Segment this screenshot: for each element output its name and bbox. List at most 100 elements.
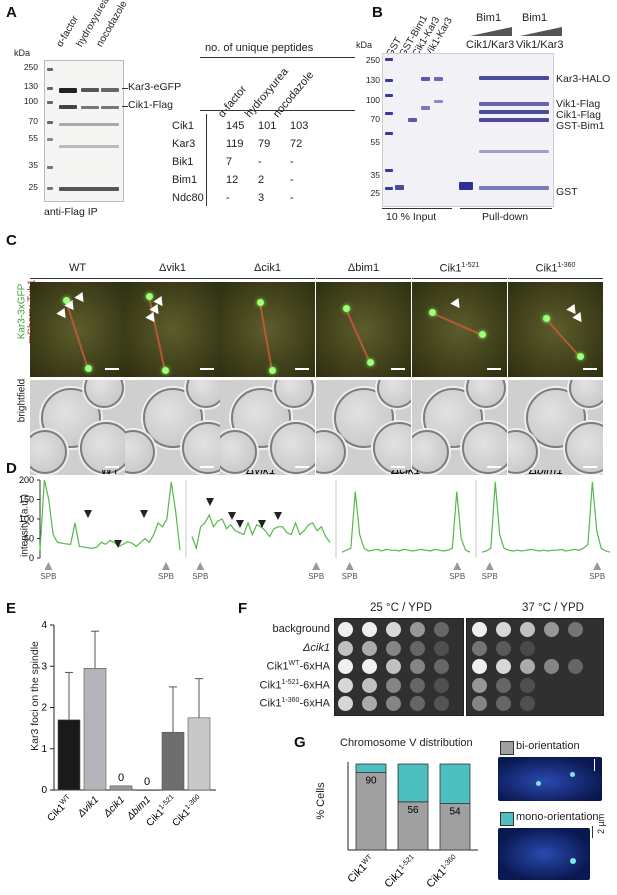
category-sup: 1-360 — [184, 794, 202, 812]
spb-focus — [367, 359, 374, 366]
bar — [83, 668, 107, 791]
spb-label: SPB — [158, 572, 174, 580]
yeast-cell — [270, 422, 315, 474]
yeast-spot — [434, 659, 449, 674]
spb-label: SPB — [342, 572, 358, 580]
spb-focus — [429, 309, 436, 316]
table-cell: - — [290, 192, 294, 204]
bar — [161, 731, 185, 791]
panel-b-coomassie-gel — [382, 53, 554, 207]
bi-orientation-image — [498, 757, 602, 801]
yeast-spot — [362, 677, 377, 693]
yeast-cell — [182, 422, 220, 474]
spb-focus — [343, 305, 350, 312]
spot-row-label: Δcik1 — [246, 642, 330, 654]
yeast-spot — [434, 677, 449, 693]
bar-mono-orientation — [397, 763, 429, 803]
yeast-spot — [496, 677, 511, 693]
yeast-cell — [80, 422, 125, 474]
yeast-spot — [338, 677, 353, 693]
yeast-spot — [496, 622, 511, 637]
scale-bar — [200, 368, 214, 370]
category-sup: 1-360 — [440, 854, 458, 872]
strain-underline — [125, 278, 220, 279]
yeast-cell — [377, 380, 411, 408]
yeast-cell — [30, 430, 67, 474]
bar-bi-orientation — [439, 803, 471, 851]
spot-row-label: Cik11-360-6xHA — [246, 697, 330, 710]
bim1-gradient-wedges — [470, 27, 562, 36]
strain-superscript: 1-521 — [461, 262, 480, 269]
table-rule — [200, 110, 355, 111]
spb-focus — [85, 365, 92, 372]
table-cell: 145 — [226, 120, 245, 132]
yeast-spot — [520, 677, 535, 693]
arrowhead-icon — [74, 291, 88, 306]
bar — [135, 789, 159, 791]
x-tick-label: Δvik1 — [75, 794, 101, 820]
yeast-spot — [568, 622, 583, 637]
yeast-spot — [544, 622, 559, 637]
strain-label: Δvik1 — [159, 262, 186, 274]
table-cell: 7 — [226, 156, 233, 168]
bar — [187, 717, 211, 791]
spb-marker-icon — [453, 562, 462, 570]
strain-underline — [508, 278, 603, 279]
intensity-trace — [39, 479, 181, 551]
intensity-profiles: 0 50 100 150 200 WT SPB SPB Δvik1 SPB SPB Δcik1 SPB S… — [19, 470, 611, 580]
category-sup: WT — [361, 853, 374, 866]
yeast-spot — [434, 622, 449, 637]
panel-b-letter: B — [372, 4, 383, 21]
spb-focus — [146, 293, 153, 300]
row-main: Δcik1 — [303, 641, 330, 654]
yeast-spot — [472, 622, 487, 637]
table-rule — [200, 57, 355, 58]
yeast-spot — [338, 696, 353, 711]
strain-underline — [220, 278, 315, 279]
mw-label: 70 — [370, 114, 380, 124]
yeast-cell — [462, 422, 507, 474]
foci-arrowhead-icon — [258, 520, 266, 528]
table-row-name: Bim1 — [172, 174, 198, 186]
category-sup: 1-521 — [398, 854, 416, 872]
brightfield-image — [30, 380, 125, 475]
spb-label: SPB — [482, 572, 498, 580]
foci-arrowhead-icon — [84, 510, 92, 518]
strain-label: Δcik1 — [254, 262, 281, 274]
y-tick-label: 2 — [41, 703, 47, 714]
spb-focus — [63, 297, 70, 304]
bim1-label: Bim1 — [476, 12, 502, 24]
y-tick-label: 0 — [41, 785, 47, 796]
mw-label: 250 — [23, 62, 38, 72]
band-label: Kar3-eGFP — [128, 81, 182, 93]
pulldown-group-label: Cik1/Kar3 — [466, 39, 515, 51]
bar-value-label: 54 — [449, 807, 461, 818]
band-pointer — [122, 106, 128, 107]
trace-title: WT — [101, 470, 120, 477]
legend-swatch-bi — [500, 741, 514, 755]
spb-label: SPB — [308, 572, 324, 580]
yeast-spot — [568, 659, 583, 674]
scale-bar — [487, 466, 501, 468]
yeast-spot — [338, 622, 353, 637]
panel-a-western-blot — [44, 60, 124, 202]
row-main: Cik1 — [259, 697, 282, 710]
brightfield-image — [125, 380, 220, 475]
fluorescence-image — [125, 282, 220, 377]
mono-orientation-image — [498, 828, 590, 880]
foci-arrowhead-icon — [206, 498, 214, 506]
strain-label: Cik11-521 — [439, 262, 480, 275]
yeast-spot — [496, 659, 511, 674]
yeast-spot — [338, 659, 353, 674]
bar-mono-orientation — [439, 763, 471, 804]
table-cell: 103 — [290, 120, 309, 132]
yeast-cell — [220, 430, 257, 474]
y-tick-label: 200 — [19, 475, 34, 485]
mw-label: 100 — [23, 96, 38, 106]
yeast-cell — [412, 430, 449, 474]
condition-label: 25 °C / YPD — [370, 602, 432, 614]
panel-c-letter: C — [6, 232, 17, 249]
table-cell: 3 — [258, 192, 265, 204]
brightfield-image — [316, 380, 411, 475]
bar — [57, 719, 81, 791]
